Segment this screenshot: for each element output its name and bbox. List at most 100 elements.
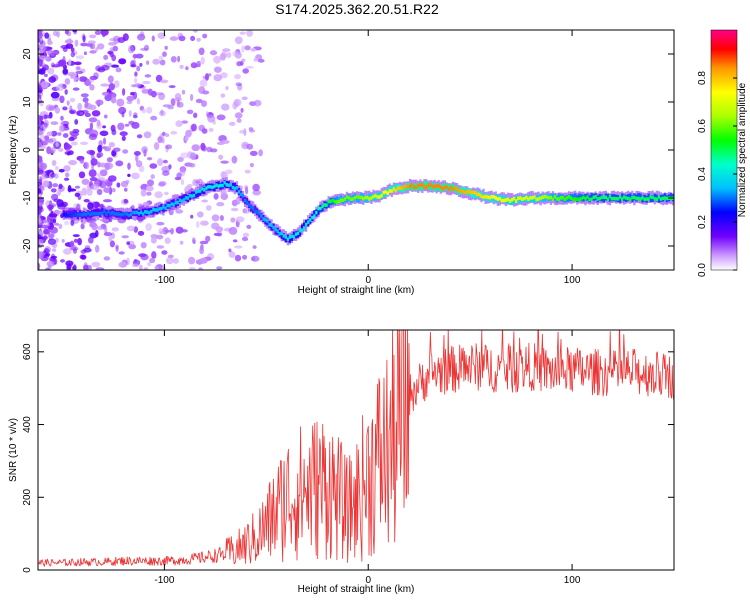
noise-blob bbox=[179, 64, 184, 69]
noise-blob bbox=[54, 173, 59, 179]
ridge-cell bbox=[612, 196, 616, 201]
noise-blob bbox=[91, 110, 101, 117]
ridge-cell bbox=[596, 197, 599, 201]
noise-blob bbox=[188, 256, 196, 265]
noise-blob bbox=[89, 50, 97, 54]
noise-blob bbox=[196, 60, 201, 68]
noise-blob bbox=[124, 187, 128, 192]
noise-blob bbox=[130, 64, 137, 68]
noise-blob bbox=[205, 73, 209, 81]
ridge-cell bbox=[164, 206, 167, 211]
ridge-cell bbox=[248, 203, 251, 207]
ridge-cell bbox=[301, 224, 304, 232]
spectrogram-noise bbox=[38, 30, 265, 270]
ridge-cell bbox=[135, 210, 139, 215]
ridge-cell bbox=[150, 209, 153, 214]
ridge-cell bbox=[621, 193, 624, 201]
noise-blob bbox=[111, 188, 116, 193]
colorbar-tick-label: 0.8 bbox=[697, 71, 708, 85]
ridge-cell bbox=[292, 235, 296, 239]
ridge-cell bbox=[621, 197, 624, 201]
noise-blob bbox=[241, 236, 249, 242]
ridge-cell bbox=[616, 197, 620, 201]
colorbar-tick-label: 0.0 bbox=[697, 263, 708, 277]
ridge-cell bbox=[78, 213, 82, 217]
ridge-cell bbox=[201, 187, 204, 191]
ridge-cell bbox=[245, 200, 249, 205]
noise-blob bbox=[216, 141, 225, 145]
noise-blob bbox=[38, 84, 42, 91]
noise-blob bbox=[169, 36, 179, 41]
noise-blob bbox=[193, 30, 198, 33]
noise-blob bbox=[94, 30, 101, 36]
ridge-cell bbox=[547, 196, 550, 200]
ridge-cell bbox=[619, 195, 622, 203]
noise-blob bbox=[241, 58, 246, 63]
noise-blob bbox=[118, 261, 128, 268]
noise-blob bbox=[158, 92, 166, 101]
ridge-cell bbox=[423, 181, 426, 189]
noise-blob bbox=[70, 47, 75, 53]
ridge-cell bbox=[252, 206, 255, 211]
noise-blob bbox=[230, 207, 239, 212]
noise-blob bbox=[159, 230, 166, 235]
ridge-cell bbox=[635, 196, 638, 201]
noise-blob bbox=[69, 240, 75, 247]
ridge-cell bbox=[268, 222, 271, 227]
noise-blob bbox=[153, 142, 160, 151]
noise-blob bbox=[80, 254, 87, 260]
ridge-cell bbox=[608, 194, 612, 199]
noise-blob bbox=[75, 70, 84, 75]
noise-blob bbox=[58, 59, 67, 67]
ridge-cell bbox=[329, 199, 332, 204]
noise-blob bbox=[55, 166, 59, 170]
ridge-cell bbox=[89, 212, 92, 217]
ridge-cell bbox=[592, 195, 595, 200]
noise-blob bbox=[60, 259, 65, 263]
ridge-cell bbox=[531, 196, 534, 200]
ridge-cell bbox=[351, 197, 355, 201]
noise-blob bbox=[242, 68, 249, 74]
ridge-cell bbox=[561, 195, 565, 200]
noise-blob bbox=[108, 175, 117, 182]
ridge-cell bbox=[254, 205, 257, 213]
noise-blob bbox=[245, 65, 254, 69]
noise-blob bbox=[170, 56, 177, 63]
noise-blob bbox=[91, 223, 98, 231]
noise-blob bbox=[160, 109, 164, 116]
snr-y-axis-label: SNR (10 * v/v) bbox=[8, 418, 19, 482]
noise-blob bbox=[118, 251, 125, 255]
noise-blob bbox=[165, 133, 170, 138]
noise-blob bbox=[97, 226, 103, 231]
noise-blob bbox=[74, 119, 79, 125]
noise-blob bbox=[48, 137, 57, 143]
ridge-cell bbox=[472, 190, 475, 195]
spectrogram-x-tick-label: 0 bbox=[365, 275, 371, 286]
ridge-cell bbox=[333, 199, 336, 204]
noise-blob bbox=[83, 51, 87, 55]
ridge-cell bbox=[421, 183, 424, 187]
ridge-cell bbox=[80, 212, 84, 217]
ridge-cell bbox=[72, 211, 75, 216]
ridge-cell bbox=[574, 197, 577, 201]
ridge-cell bbox=[400, 186, 404, 190]
ridge-cell bbox=[578, 193, 581, 201]
snr-y-tick-label: 0 bbox=[22, 567, 33, 573]
ridge-cell bbox=[327, 199, 330, 204]
snr-x-tick-label: -100 bbox=[154, 575, 174, 586]
noise-blob bbox=[123, 198, 129, 204]
colorbar: 0.0 0.2 0.4 0.6 0.8 Normalized spectral ampl… bbox=[697, 29, 748, 277]
ridge-cell bbox=[669, 193, 673, 201]
noise-blob bbox=[91, 261, 101, 268]
noise-blob bbox=[63, 248, 72, 255]
noise-blob bbox=[139, 62, 143, 67]
noise-blob bbox=[156, 245, 165, 249]
noise-blob bbox=[253, 58, 259, 62]
noise-blob bbox=[97, 43, 105, 50]
noise-blob bbox=[216, 266, 223, 270]
noise-blob bbox=[73, 248, 77, 254]
noise-blob bbox=[189, 267, 196, 270]
noise-blob bbox=[164, 191, 169, 196]
ridge-cell bbox=[221, 183, 224, 188]
